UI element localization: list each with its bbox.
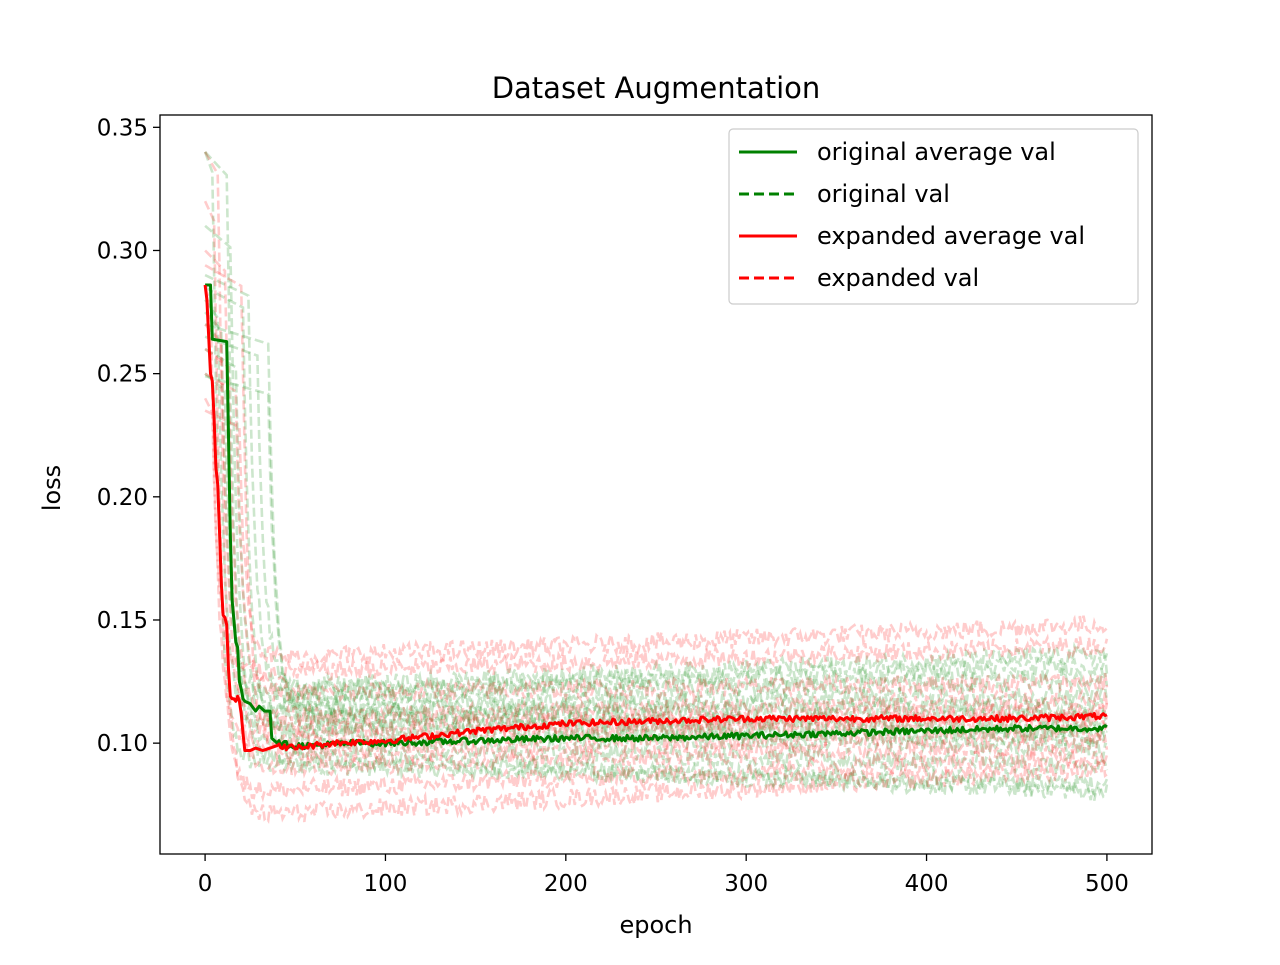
y-tick-label: 0.20 bbox=[97, 485, 148, 511]
y-tick-label: 0.30 bbox=[97, 238, 148, 264]
expanded-average-val-line bbox=[203, 284, 1108, 752]
legend-label: expanded average val bbox=[817, 222, 1085, 250]
expanded-val-run bbox=[204, 372, 1109, 707]
original-val-run bbox=[203, 151, 1109, 798]
expanded-val-run bbox=[204, 409, 1108, 670]
x-tick-label: 300 bbox=[724, 871, 768, 897]
original-val-run bbox=[204, 273, 1109, 711]
plot-frame bbox=[159, 114, 1153, 855]
legend-label: original average val bbox=[817, 138, 1056, 166]
expanded-val-run bbox=[204, 249, 1109, 779]
x-axis-label: epoch bbox=[619, 911, 692, 939]
original-val-run bbox=[204, 372, 1109, 719]
original-val-run bbox=[204, 347, 1107, 726]
x-tick-label: 200 bbox=[544, 871, 588, 897]
chart-title: Dataset Augmentation bbox=[492, 71, 821, 105]
legend-label: original val bbox=[817, 180, 950, 208]
y-axis-ticks: 0.10 0.15 0.20 0.25 0.30 0.35 bbox=[97, 115, 160, 757]
x-tick-label: 0 bbox=[198, 871, 213, 897]
x-tick-label: 400 bbox=[905, 871, 949, 897]
legend-label: expanded val bbox=[817, 264, 979, 292]
y-axis-label: loss bbox=[38, 465, 66, 511]
expanded-val-run bbox=[203, 200, 1109, 803]
original-val-run bbox=[204, 374, 1108, 732]
expanded-val-run bbox=[204, 264, 1108, 766]
legend-box bbox=[728, 128, 1139, 305]
original-val-run bbox=[204, 298, 1108, 748]
plot-area bbox=[203, 151, 1109, 824]
expanded-val-run bbox=[203, 397, 1109, 684]
y-tick-label: 0.25 bbox=[97, 362, 148, 388]
x-tick-label: 500 bbox=[1085, 871, 1129, 897]
original-val-run bbox=[204, 323, 1109, 743]
original-val-run bbox=[204, 224, 1109, 779]
x-axis-ticks: 0 100 200 300 400 500 bbox=[198, 854, 1129, 897]
original-val-run bbox=[204, 151, 1109, 803]
y-tick-label: 0.15 bbox=[97, 608, 148, 634]
y-tick-label: 0.10 bbox=[97, 731, 148, 757]
y-tick-label: 0.35 bbox=[97, 115, 148, 141]
expanded-val-run bbox=[203, 151, 1108, 824]
original-val-run bbox=[204, 335, 1109, 699]
legend: original average val original val expanded… bbox=[728, 128, 1139, 305]
expanded-val-run bbox=[204, 323, 1109, 743]
average-lines bbox=[203, 283, 1108, 752]
expanded-val-run bbox=[204, 347, 1109, 730]
original-val-run bbox=[204, 311, 1109, 702]
x-tick-label: 100 bbox=[364, 871, 408, 897]
